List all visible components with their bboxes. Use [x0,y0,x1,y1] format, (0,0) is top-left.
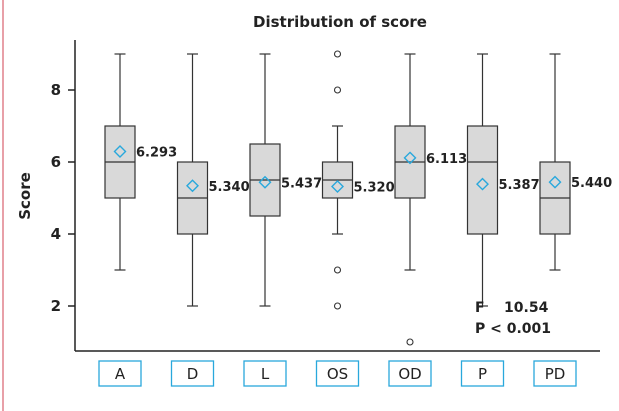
category-os: OS [315,360,360,387]
boxes-group: 6.293 5.340 5.437 5.320 6.113 5.387 5.440 [104,50,612,346]
category-label: A [115,365,126,383]
category-label: OS [327,365,348,383]
axes: 2 4 6 8 [51,40,600,352]
mean-marker [403,151,417,165]
outlier-point [333,50,342,58]
outlier-point [333,302,342,310]
y-tick-label: 6 [51,153,61,171]
category-label-box [243,360,287,387]
left-border-rule [2,0,4,411]
category-label-box [388,360,432,387]
f-statistic-label: F 10.54 [475,300,549,316]
mean-value-label: 5.387 [499,178,540,193]
category-d: D [170,360,215,387]
category-label-box [460,360,505,387]
category-label: PD [545,365,566,383]
category-label: OD [398,365,421,383]
mean-marker [258,175,272,189]
mean-value-label: 6.113 [426,152,467,167]
chart-title: Distribution of score [253,13,427,31]
category-pd: PD [533,360,577,387]
y-tick-label: 2 [51,297,61,315]
mean-value-label: 6.293 [136,145,177,160]
p-value-label: P < 0.001 [475,321,551,337]
box-pd: 5.440 [539,53,612,271]
box-a: 6.293 [104,53,177,271]
category-label-box [170,360,215,387]
category-labels: A D L OS OD P PD [98,360,577,387]
box-l: 5.437 [249,53,322,307]
box-od: 6.113 [394,53,467,346]
iqr-box [466,125,499,235]
box-p: 5.387 [466,53,540,307]
category-label: L [261,365,270,383]
mean-value-label: 5.320 [354,180,395,195]
mean-marker [331,179,344,193]
category-label-box [533,360,577,387]
box-d: 5.340 [176,53,250,307]
mean-marker [548,175,562,189]
mean-value-label: 5.440 [571,176,612,191]
box-os: 5.320 [321,50,395,310]
category-l: L [243,360,287,387]
y-tick-label: 4 [51,225,61,243]
mean-marker [476,177,489,191]
category-label-box [315,360,360,387]
category-label: P [478,365,487,383]
mean-value-label: 5.437 [281,176,322,191]
y-axis-label: Score [16,172,34,220]
category-p: P [460,360,505,387]
outlier-point [333,86,342,94]
category-od: OD [388,360,432,387]
y-tick-label: 8 [51,81,61,99]
mean-marker [113,144,127,158]
category-label-box [98,360,142,387]
outlier-point [333,266,342,274]
outlier-point [406,338,414,346]
mean-marker [186,179,199,193]
category-label: D [187,365,199,383]
mean-value-label: 5.340 [209,180,250,195]
category-a: A [98,360,142,387]
